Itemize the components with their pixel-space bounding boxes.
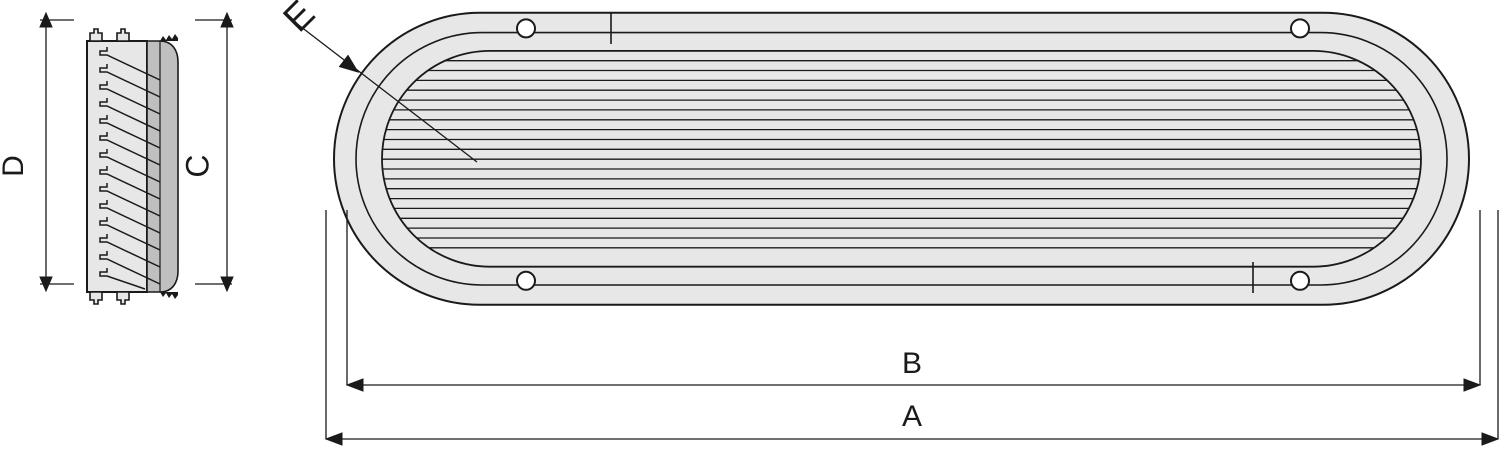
svg-text:B: B — [902, 347, 922, 380]
svg-text:C: C — [179, 154, 215, 177]
svg-text:A: A — [902, 400, 922, 433]
svg-text:D: D — [0, 155, 30, 177]
